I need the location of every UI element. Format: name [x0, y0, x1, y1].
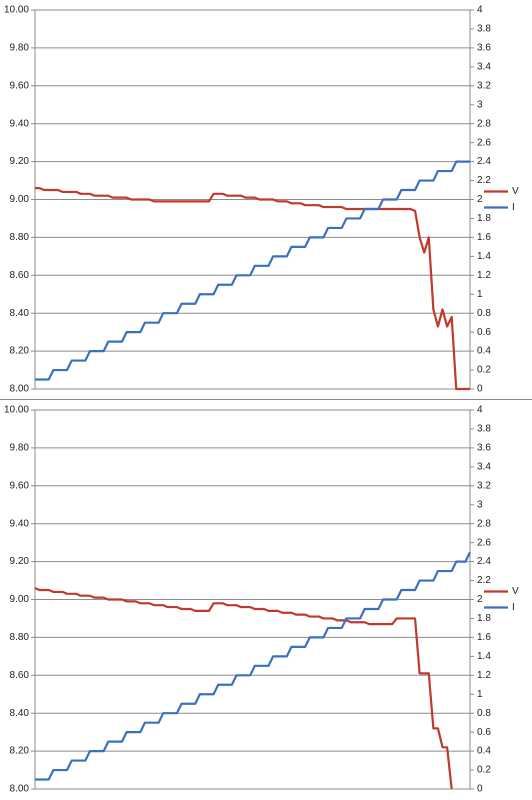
y2-tick-label: 1.4: [477, 251, 491, 262]
y2-tick-label: 1.2: [477, 670, 491, 681]
y-tick-label: 9.00: [10, 594, 30, 605]
y2-tick-label: 0.6: [477, 327, 491, 338]
series-line: [35, 551, 471, 781]
y-tick-label: 8.60: [10, 670, 30, 681]
y2-tick-label: 3.6: [477, 443, 491, 454]
y2-tick-label: 4: [477, 405, 483, 416]
y-tick-label: 9.60: [10, 80, 30, 91]
y-tick-label: 8.40: [10, 708, 30, 719]
y2-tick-label: 1.8: [477, 613, 491, 624]
y2-tick-label: 2.2: [477, 575, 491, 586]
chart: 8.00 8.20 8.40 8.60 8.80 9.00 9.20 9.40 9.60 9.80…: [4, 405, 519, 795]
y2-tick-label: 0.4: [477, 746, 491, 757]
y2-tick-label: 2.6: [477, 537, 491, 548]
series-line: [35, 160, 470, 381]
series-line: [34, 587, 453, 790]
y2-tick-label: 0.4: [477, 346, 491, 357]
y-tick-label: 8.00: [10, 784, 30, 795]
y2-tick-label: 3.6: [477, 43, 491, 54]
legend-label: I: [512, 602, 515, 613]
chart: 8.00 8.20 8.40 8.60 8.80 9.00 9.20 9.40 9.60 9.80…: [4, 5, 519, 395]
y-tick-label: 8.00: [10, 384, 30, 395]
legend-label: I: [512, 202, 515, 213]
y2-tick-label: 3.4: [477, 461, 491, 472]
y2-tick-label: 3.8: [477, 24, 491, 35]
y2-tick-label: 1.8: [477, 213, 491, 224]
y2-tick-label: 0.2: [477, 365, 491, 376]
legend-label: V: [512, 186, 519, 197]
y2-tick-label: 1.4: [477, 651, 491, 662]
y2-tick-label: 2.4: [477, 556, 491, 567]
y-tick-label: 9.60: [10, 480, 30, 491]
y2-tick-label: 1.2: [477, 270, 491, 281]
y2-tick-label: 2: [477, 594, 483, 605]
y-tick-label: 9.80: [10, 43, 30, 54]
series-line: [35, 187, 470, 391]
y-tick-label: 9.20: [10, 156, 30, 167]
y2-tick-label: 2.8: [477, 118, 491, 129]
y2-tick-label: 2.4: [477, 156, 491, 167]
y-tick-label: 10.00: [4, 5, 29, 16]
y-tick-label: 10.00: [4, 405, 29, 416]
y2-tick-label: 2: [477, 194, 483, 205]
y2-tick-label: 3.4: [477, 61, 491, 72]
y2-tick-label: 2.2: [477, 175, 491, 186]
y2-tick-label: 1: [477, 289, 483, 300]
y2-tick-label: 1.6: [477, 232, 491, 243]
y-tick-label: 8.60: [10, 270, 30, 281]
y2-tick-label: 2.8: [477, 518, 491, 529]
y-tick-label: 9.00: [10, 194, 30, 205]
y2-tick-label: 0.8: [477, 708, 491, 719]
y-tick-label: 8.20: [10, 746, 30, 757]
y2-tick-label: 0.2: [477, 765, 491, 776]
y2-tick-label: 0: [477, 784, 483, 795]
y2-tick-label: 1.6: [477, 632, 491, 643]
y-tick-label: 8.40: [10, 308, 30, 319]
y-tick-label: 9.40: [10, 518, 30, 529]
y2-tick-label: 3.2: [477, 80, 491, 91]
y2-tick-label: 3.2: [477, 480, 491, 491]
legend-label: V: [512, 586, 519, 597]
y2-tick-label: 4: [477, 5, 483, 16]
y2-tick-label: 3: [477, 499, 483, 510]
y-tick-label: 8.80: [10, 232, 30, 243]
y-tick-label: 8.80: [10, 632, 30, 643]
y-tick-label: 9.80: [10, 443, 30, 454]
y-tick-label: 9.20: [10, 556, 30, 567]
y2-tick-label: 2.6: [477, 137, 491, 148]
y2-tick-label: 3.8: [477, 424, 491, 435]
y-tick-label: 8.20: [10, 346, 30, 357]
y2-tick-label: 0.6: [477, 727, 491, 738]
y2-tick-label: 0: [477, 384, 483, 395]
y2-tick-label: 1: [477, 689, 483, 700]
y-tick-label: 9.40: [10, 118, 30, 129]
y2-tick-label: 0.8: [477, 308, 491, 319]
y2-tick-label: 3: [477, 99, 483, 110]
